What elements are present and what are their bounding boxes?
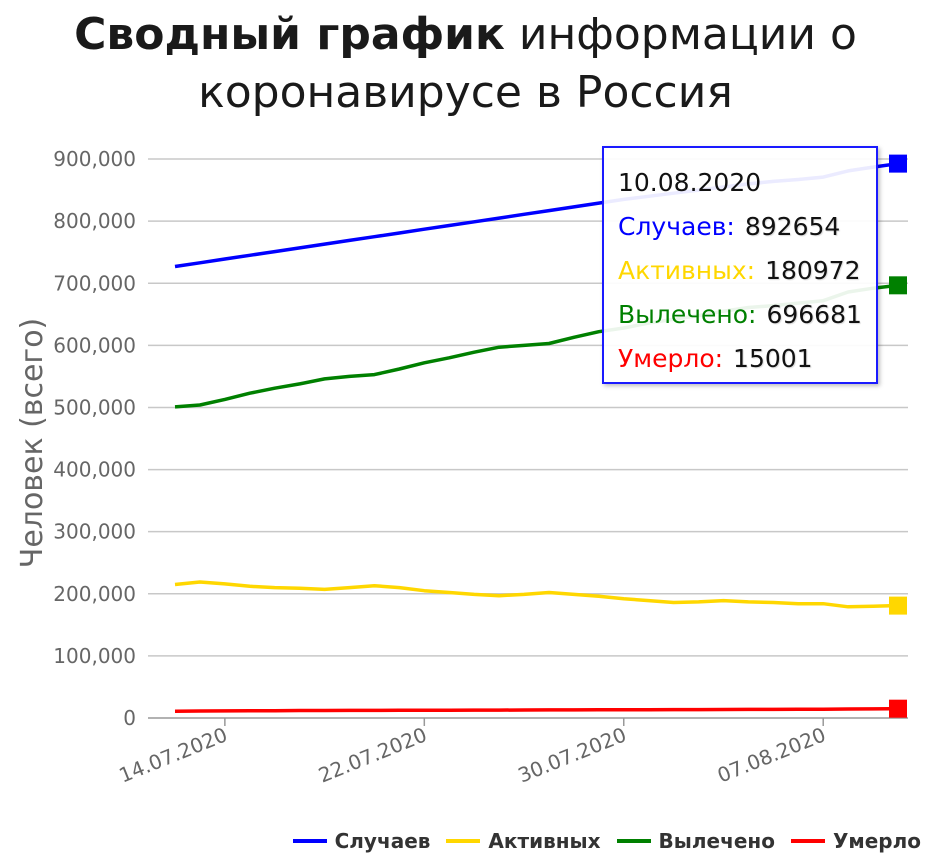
y-tick-label: 500,000 [53,395,136,419]
series-line-3 [174,706,899,713]
y-tick-label: 900,000 [53,147,136,171]
legend-item-deaths[interactable]: Умерло [790,829,921,853]
y-tick-label: 600,000 [53,333,136,357]
chart-legend: Случаев Активных Вылечено Умерло [292,826,921,856]
tooltip-value-cases: 892654 [744,212,841,241]
chart-title-bold: Сводный график [74,9,505,60]
tooltip-date: 10.08.2020 [618,168,762,197]
tooltip-row-recovered: Вылечено: 696681 [618,298,876,342]
y-tick-label: 100,000 [53,644,136,668]
legend-swatch-recovered [616,839,651,843]
y-axis-label: Человек (всего) [15,318,50,569]
chart-title-rest: информации о [518,9,857,60]
x-tick-label: 22.07.2020 [315,722,430,787]
x-tick-label: 07.08.2020 [714,722,829,787]
legend-label-recovered: Вылечено [658,829,775,853]
x-tick-label: 30.07.2020 [514,722,629,787]
legend-label-active: Активных [488,829,601,853]
chart-title-line2: коронавирусе в Россия [198,67,733,118]
legend-swatch-deaths [790,839,825,843]
legend-item-cases[interactable]: Случаев [292,829,431,853]
y-tick-label: 200,000 [53,582,136,606]
y-tick-label: 700,000 [53,271,136,295]
tooltip-label-deaths: Умерло: [618,344,724,373]
legend-label-deaths: Умерло [832,829,921,853]
tooltip-row-active: Активных: 180972 [618,254,876,298]
tooltip-value-deaths: 15001 [733,344,813,373]
chart-tooltip: 10.08.2020 Случаев: 892654 Активных: 18097… [602,146,878,384]
series-end-marker-3 [889,699,907,718]
tooltip-value-active: 180972 [765,256,861,285]
series-end-marker-0 [889,154,907,173]
series-line-1 [174,580,899,609]
tooltip-label-recovered: Вылечено: [618,300,757,329]
chart-title: Сводный график информации о коронавирусе… [0,6,931,122]
tooltip-label-cases: Случаев: [618,212,735,241]
y-tick-label: 0 [123,706,136,730]
legend-item-recovered[interactable]: Вылечено [616,829,775,853]
legend-swatch-cases [292,839,327,843]
line-chart: 0 100,000 200,000 300,000 400,000 500,000 600,… [15,147,908,788]
series-end-marker-1 [889,596,907,615]
legend-item-active[interactable]: Активных [446,829,601,853]
series-end-marker-2 [889,276,907,295]
tooltip-label-active: Активных: [618,256,756,285]
x-tick-label: 14.07.2020 [116,722,231,787]
y-tick-label: 400,000 [53,458,136,482]
tooltip-value-recovered: 696681 [766,300,862,329]
tooltip-row-cases: Случаев: 892654 [618,210,876,254]
y-tick-label: 300,000 [53,520,136,544]
legend-swatch-active [446,839,481,843]
y-tick-label: 800,000 [53,209,136,233]
legend-label-cases: Случаев [334,829,431,853]
tooltip-row-deaths: Умерло: 15001 [618,342,876,386]
